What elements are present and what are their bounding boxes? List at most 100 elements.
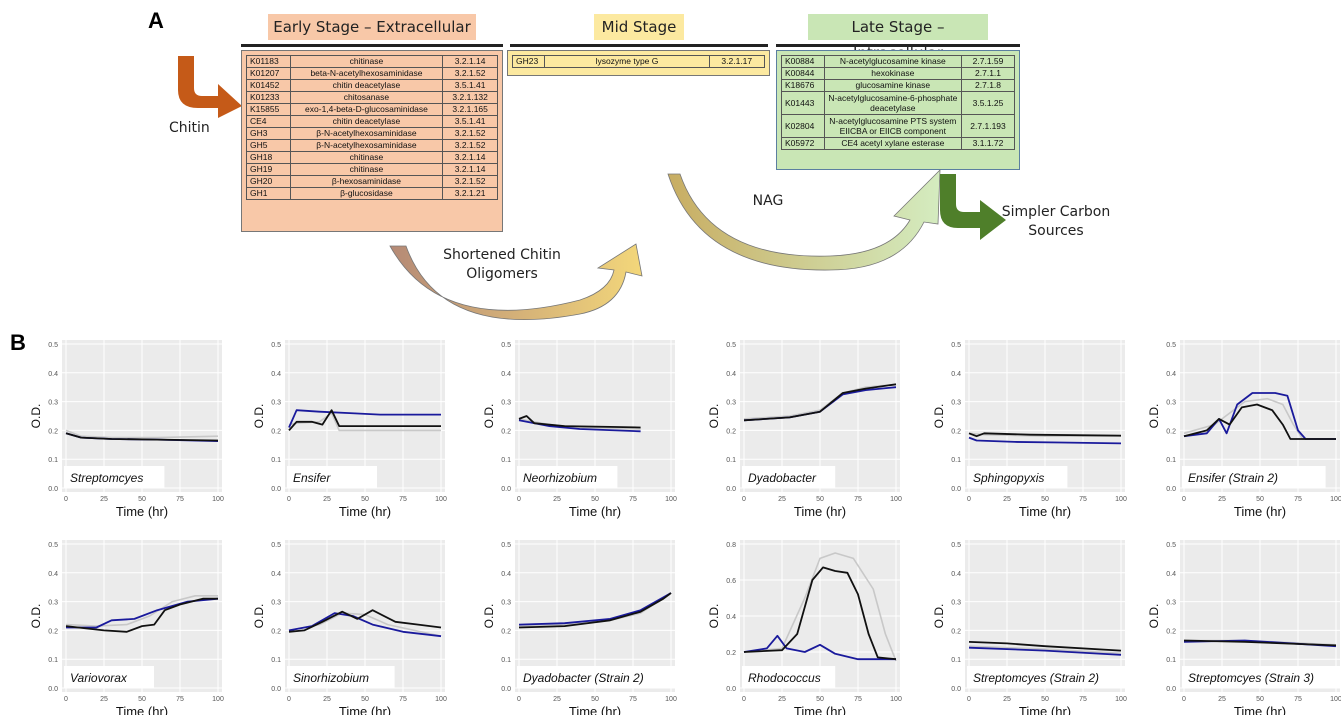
y-tick-label: 0.2 <box>1166 628 1176 635</box>
x-tick-label: 25 <box>323 496 331 503</box>
x-tick-label: 25 <box>778 696 786 703</box>
x-tick-label: 50 <box>816 696 824 703</box>
early-stage-row: GH1 β-glucosidase 3.2.1.21 <box>246 187 498 200</box>
early-stage-row: GH19 chitinase 3.2.1.14 <box>246 163 498 176</box>
series-line-black <box>743 383 897 422</box>
x-tick-label: 100 <box>212 496 224 503</box>
x-tick-label: 50 <box>816 496 824 503</box>
early-stage-enzyme: chitinase <box>289 55 444 68</box>
y-tick-label: 0.5 <box>1166 342 1176 349</box>
mid-stage-bar <box>510 44 768 47</box>
series-line-gray <box>968 645 1122 655</box>
strain-label: Dyadobacter <box>748 471 817 485</box>
carbon-arrow-icon <box>940 174 1006 240</box>
growth-chart: 0.0 0.1 0.2 0.3 0.4 0.5 0 25 50 75 100 Ensifer (Str… <box>1147 340 1341 519</box>
early-stage-row: K01183 chitinase 3.2.1.14 <box>246 55 498 68</box>
x-tick-label: 25 <box>553 696 561 703</box>
early-stage-row: GH3 β-N-acetylhexosaminidase 3.2.1.52 <box>246 127 498 140</box>
x-tick-label: 25 <box>1218 696 1226 703</box>
mid-stage-title: Mid Stage <box>594 14 684 40</box>
x-axis-title: Time (hr) <box>1234 704 1286 715</box>
y-tick-label: 0.4 <box>48 371 58 378</box>
early-stage-code: K01207 <box>246 67 291 80</box>
x-tick-label: 25 <box>100 496 108 503</box>
y-tick-label: 0.1 <box>271 657 281 664</box>
y-tick-label: 0.4 <box>951 571 961 578</box>
series-line-black <box>288 409 441 431</box>
early-stage-row: GH5 β-N-acetylhexosaminidase 3.2.1.52 <box>246 139 498 152</box>
early-stage-code: K15855 <box>246 103 291 116</box>
x-tick-label: 100 <box>435 496 447 503</box>
panel-a-letter: A <box>148 8 164 33</box>
y-tick-label: 0.4 <box>271 571 281 578</box>
x-tick-label: 50 <box>361 696 369 703</box>
y-tick-label: 0.0 <box>501 686 511 693</box>
strain-label-box <box>1182 666 1341 688</box>
y-tick-label: 0.1 <box>951 657 961 664</box>
y-tick-label: 0.0 <box>48 486 58 493</box>
y-tick-label: 0.3 <box>48 600 58 607</box>
strain-label-box <box>517 666 690 688</box>
x-tick-label: 100 <box>890 496 902 503</box>
x-tick-label: 25 <box>100 696 108 703</box>
growth-chart: 0.0 0.2 0.4 0.6 0.8 0 25 50 75 100 Rhodococcus O.D.… <box>707 540 902 715</box>
x-tick-label: 50 <box>1041 496 1049 503</box>
chitin-arrow-icon <box>178 56 242 118</box>
late-stage-enzyme: CE4 acetyl xylane esterase <box>823 137 963 150</box>
chitin-label: Chitin <box>169 120 210 136</box>
late-stage-title: Late Stage – Intracellular <box>808 14 988 62</box>
x-tick-label: 75 <box>854 496 862 503</box>
y-axis-title: O.D. <box>707 604 721 629</box>
strain-label: Dyadobacter (Strain 2) <box>523 671 644 685</box>
early-stage-ec: 3.5.1.41 <box>442 115 498 128</box>
x-axis-title: Time (hr) <box>794 704 846 715</box>
y-tick-label: 0.1 <box>501 457 511 464</box>
late-stage-enzyme: N-acetylglucosamine-6-phosphate deacetyl… <box>823 91 963 115</box>
early-stage-code: K01183 <box>246 55 291 68</box>
x-tick-label: 100 <box>665 496 677 503</box>
x-tick-label: 25 <box>553 496 561 503</box>
y-tick-label: 0.4 <box>48 571 58 578</box>
strain-label: Sphingopyxis <box>973 471 1044 485</box>
x-tick-label: 75 <box>629 496 637 503</box>
y-axis-title: O.D. <box>482 404 496 429</box>
y-tick-label: 0.0 <box>48 686 58 693</box>
series-line-black <box>65 597 218 633</box>
x-tick-label: 75 <box>176 496 184 503</box>
y-tick-label: 0.5 <box>951 542 961 549</box>
y-tick-label: 0.3 <box>48 400 58 407</box>
early-stage-code: GH20 <box>246 175 291 188</box>
x-axis-title: Time (hr) <box>116 504 168 519</box>
x-tick-label: 75 <box>854 696 862 703</box>
early-stage-table: K01183 chitinase 3.2.1.14 K01207 beta-N-acet… <box>246 55 498 200</box>
growth-chart: 0.0 0.1 0.2 0.3 0.4 0.5 0 25 50 75 100 Dyadobacter … <box>482 540 690 715</box>
x-tick-label: 75 <box>1079 696 1087 703</box>
x-tick-label: 0 <box>517 696 521 703</box>
late-stage-bar <box>776 44 1020 47</box>
early-stage-row: K15855 exo-1,4-beta-D-glucosaminidase 3.2.… <box>246 103 498 116</box>
x-tick-label: 75 <box>1079 496 1087 503</box>
early-stage-code: GH19 <box>246 163 291 176</box>
y-tick-label: 0.1 <box>726 457 736 464</box>
x-tick-label: 25 <box>1003 496 1011 503</box>
y-tick-label: 0.6 <box>726 578 736 585</box>
y-axis-title: O.D. <box>932 604 946 629</box>
y-tick-label: 0.3 <box>726 400 736 407</box>
early-stage-enzyme: β-N-acetylhexosaminidase <box>289 127 444 140</box>
y-tick-label: 0.0 <box>951 686 961 693</box>
late-stage-enzyme: glucosamine kinase <box>823 79 963 92</box>
flow-arrows <box>389 168 1006 320</box>
late-stage-enzyme: hexokinase <box>823 67 963 80</box>
y-tick-label: 0.2 <box>951 628 961 635</box>
y-tick-label: 0.1 <box>271 457 281 464</box>
y-axis-title: O.D. <box>932 404 946 429</box>
early-stage-code: CE4 <box>246 115 291 128</box>
y-tick-label: 0.1 <box>48 457 58 464</box>
x-axis-title: Time (hr) <box>794 504 846 519</box>
y-tick-label: 0.1 <box>48 657 58 664</box>
mid-stage-ec: 3.2.1.17 <box>708 55 766 68</box>
x-tick-label: 50 <box>1256 696 1264 703</box>
strain-label: Streptomcyes (Strain 2) <box>973 671 1099 685</box>
y-tick-label: 0.4 <box>1166 371 1176 378</box>
y-tick-label: 0.1 <box>1166 657 1176 664</box>
